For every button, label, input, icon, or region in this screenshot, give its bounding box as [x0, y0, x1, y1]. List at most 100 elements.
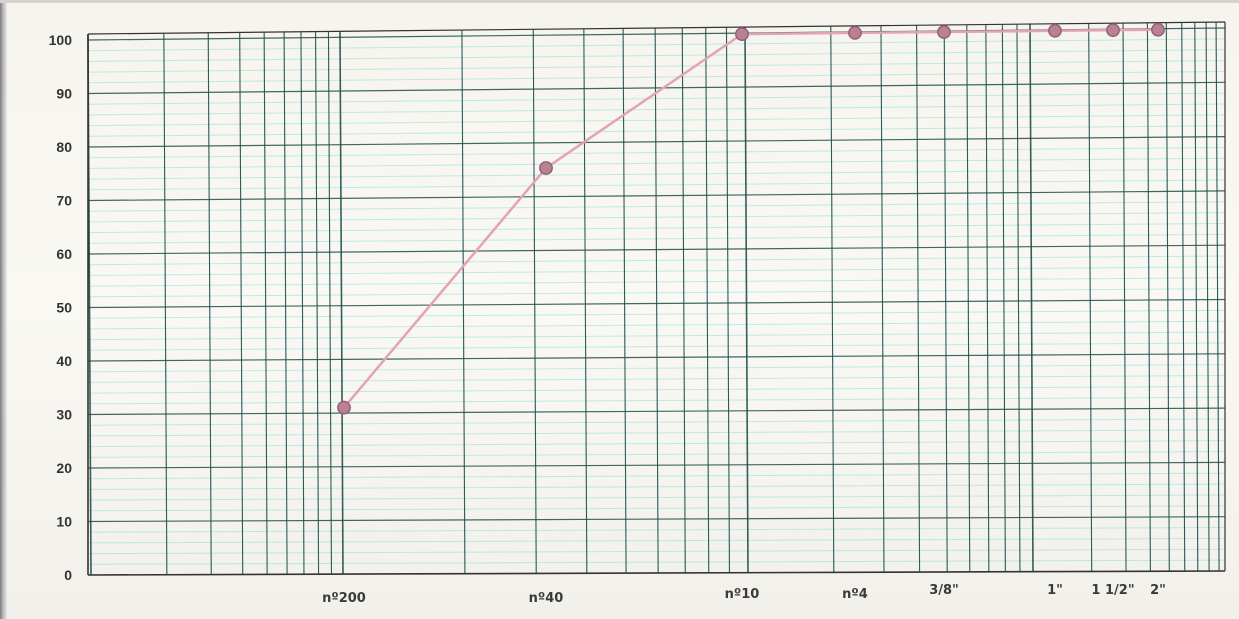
- y-axis-ticks: 0 10 20 30 40 50 60 70 80 90 100: [49, 32, 73, 583]
- y-tick-label: 50: [56, 300, 72, 316]
- y-tick-label: 70: [56, 193, 72, 209]
- major-vertical-gridline: [725, 27, 731, 573]
- major-horizontal-gridline: [87, 136, 1226, 148]
- minor-horizontal-gridline: [87, 494, 1226, 501]
- y-tick-label: 30: [56, 407, 72, 423]
- x-axis-ticks: nº200 nº40 nº10 nº4 3/8" 1" 1 1/2" 2": [322, 583, 1166, 606]
- x-tick-label: nº10: [725, 587, 760, 602]
- major-vertical-gridline: [583, 28, 588, 574]
- major-vertical-gridline: [300, 31, 305, 575]
- major-vertical-gridline: [966, 24, 971, 572]
- minor-horizontal-gridline: [87, 157, 1226, 169]
- major-vertical-gridline: [1146, 22, 1151, 572]
- data-point: [1151, 22, 1165, 37]
- major-vertical-gridline: [239, 32, 244, 575]
- minor-horizontal-gridline: [87, 429, 1226, 437]
- major-vertical-gridline: [705, 27, 710, 573]
- x-axis-line: [87, 570, 1226, 576]
- x-tick-label: 1": [1047, 583, 1063, 598]
- major-vertical-gridline: [681, 27, 686, 573]
- minor-horizontal-gridline: [87, 92, 1226, 105]
- minor-horizontal-gridline: [87, 472, 1226, 480]
- series-line: [343, 28, 1159, 409]
- data-point: [1106, 23, 1120, 38]
- major-vertical-gridline: [461, 30, 466, 574]
- y-tick-label: 60: [56, 246, 72, 262]
- major-vertical-gridline: [263, 32, 268, 575]
- series-group: [337, 22, 1165, 415]
- x-tick-label: nº40: [529, 591, 564, 606]
- major-vertical-gridline: [1165, 22, 1170, 572]
- y-tick-label: 20: [56, 460, 72, 476]
- major-vertical-gridline: [985, 24, 990, 572]
- major-horizontal-gridline: [87, 81, 1226, 95]
- major-vertical-gridline: [1194, 22, 1199, 572]
- y-tick-label: 80: [56, 139, 72, 155]
- x-tick-label: nº200: [322, 591, 366, 606]
- major-vertical-gridline: [532, 29, 537, 574]
- top-border-line: [87, 21, 1226, 35]
- major-vertical-gridline: [622, 28, 627, 574]
- minor-horizontal-gridline: [87, 527, 1226, 533]
- major-vertical-gridline: [315, 31, 320, 575]
- major-horizontal-gridline: [87, 516, 1226, 523]
- minor-horizontal-gridline: [87, 548, 1226, 555]
- major-vertical-gridline: [1122, 23, 1127, 572]
- major-vertical-gridline: [207, 32, 212, 575]
- x-tick-label: nº4: [842, 587, 868, 602]
- minor-horizontal-gridline: [87, 114, 1226, 127]
- major-vertical-gridline: [1181, 22, 1186, 572]
- left-frame-edge: [0, 0, 7, 619]
- major-vertical-gridline: [916, 25, 921, 573]
- major-vertical-gridline: [830, 26, 835, 573]
- minor-horizontal-gridline: [87, 505, 1226, 512]
- major-vertical-gridline: [1001, 24, 1006, 572]
- x-tick-label: 1 1/2": [1091, 583, 1134, 598]
- minor-horizontal-gridline: [87, 125, 1226, 137]
- top-frame-edge: [0, 0, 1239, 3]
- data-point: [735, 27, 749, 41]
- major-vertical-gridline: [654, 28, 659, 574]
- major-vertical-gridline: [1205, 22, 1210, 572]
- data-point: [848, 26, 862, 40]
- minor-horizontal-gridline: [87, 451, 1226, 458]
- x-tick-label: 3/8": [929, 583, 959, 598]
- major-horizontal-gridline: [87, 461, 1226, 469]
- minor-horizontal-gridline: [87, 537, 1226, 544]
- y-tick-label: 0: [64, 567, 72, 583]
- minor-horizontal-gridline: [87, 146, 1226, 159]
- data-point: [539, 161, 553, 175]
- minor-horizontal-gridline: [87, 559, 1226, 565]
- minor-horizontal-gridline: [87, 375, 1226, 383]
- major-vertical-gridline: [880, 25, 885, 573]
- minor-horizontal-gridline: [87, 440, 1226, 448]
- minor-horizontal-gridline: [87, 483, 1226, 490]
- major-vertical-gridline: [327, 31, 333, 575]
- y-tick-label: 90: [56, 86, 72, 102]
- major-horizontal-gridline: [87, 298, 1226, 309]
- y-tick-label: 10: [56, 514, 72, 530]
- major-vertical-gridline: [283, 31, 288, 575]
- plot-border: [87, 21, 1226, 576]
- major-horizontal-gridline: [87, 190, 1226, 202]
- data-point: [337, 400, 351, 415]
- major-vertical-gridline: [1029, 24, 1034, 572]
- minor-horizontal-gridline: [87, 418, 1226, 426]
- major-vertical-gridline: [1016, 24, 1021, 572]
- minor-horizontal-gridline: [87, 103, 1226, 116]
- minor-horizontal-gridline: [87, 60, 1226, 73]
- major-horizontal-gridline: [87, 244, 1226, 255]
- minor-horizontal-gridline: [87, 38, 1226, 52]
- major-horizontal-gridline: [87, 407, 1226, 416]
- minor-horizontal-gridline: [87, 396, 1226, 405]
- major-vertical-gridline: [744, 27, 749, 573]
- minor-horizontal-gridline: [87, 385, 1226, 394]
- major-vertical-gridline: [1088, 23, 1093, 572]
- x-tick-label: 2": [1150, 583, 1166, 598]
- data-point: [1048, 23, 1062, 38]
- data-point: [937, 25, 951, 39]
- y-tick-label: 100: [49, 32, 73, 48]
